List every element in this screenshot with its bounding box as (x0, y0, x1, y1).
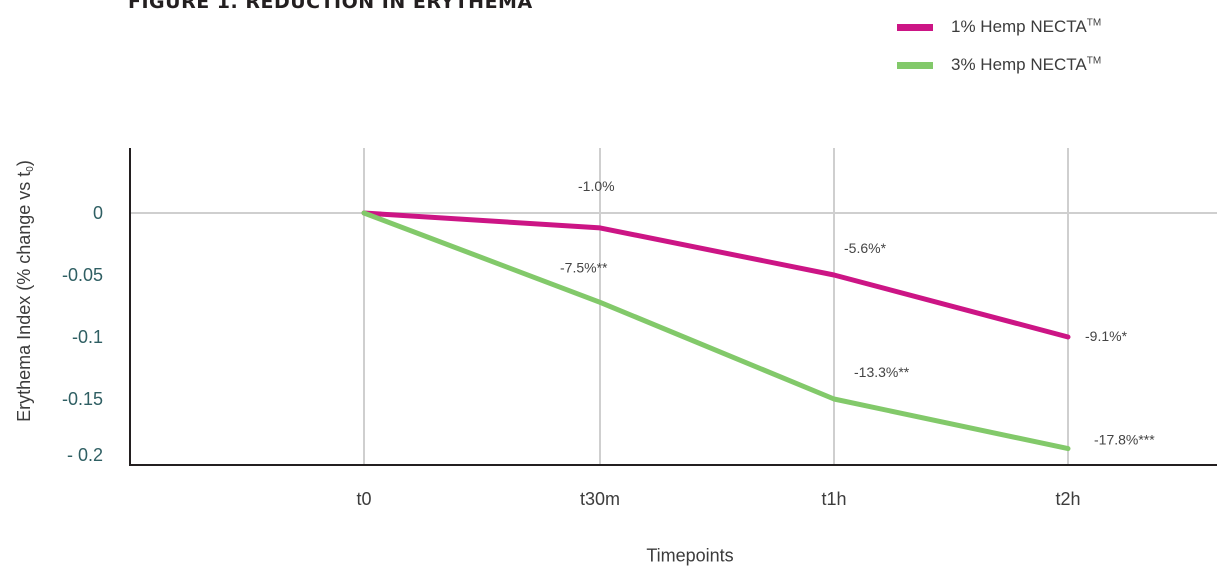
series-line-2 (361, 210, 1071, 452)
data-label-series-1-t1h: -5.6%* (844, 240, 887, 256)
y-tick-label: 0 (93, 203, 103, 223)
data-label-series-2-t2h: -17.8%*** (1094, 432, 1155, 448)
y-tick-label: -0.05 (62, 265, 103, 285)
x-tick-label-t2h: t2h (1055, 489, 1080, 509)
data-label-series-1-t2h: -9.1%* (1085, 328, 1128, 344)
legend-swatch-series-2 (897, 61, 933, 69)
chart-legend: 1% Hemp NECTATM 3% Hemp NECTATM (897, 8, 1101, 84)
chart-title: FIGURE 1. REDUCTION IN ERYTHEMA (128, 0, 533, 13)
x-tick-label-t0: t0 (356, 489, 371, 509)
x-tick-label-t1h: t1h (821, 489, 846, 509)
legend-item-series-2: 3% Hemp NECTATM (897, 46, 1101, 84)
legend-name-series-2: 3% Hemp NECTA (951, 55, 1087, 74)
legend-name-series-1: 1% Hemp NECTA (951, 17, 1087, 36)
x-tick-label-t30m: t30m (580, 489, 620, 509)
legend-trademark-series-2: TM (1086, 55, 1102, 67)
legend-trademark-series-1: TM (1086, 17, 1102, 29)
series-line-1 (361, 210, 1071, 340)
legend-label-series-1: 1% Hemp NECTATM (951, 17, 1101, 37)
data-label-series-2-t30m: -7.5%** (560, 259, 608, 275)
x-axis-label: Timepoints (646, 545, 734, 566)
legend-label-series-2: 3% Hemp NECTATM (951, 55, 1101, 75)
y-tick-label: - 0.2 (67, 445, 103, 465)
data-label-series-1-t30m: -1.0% (578, 178, 615, 194)
data-label-series-2-t1h: -13.3%** (854, 364, 910, 380)
legend-swatch-series-1 (897, 23, 933, 31)
y-tick-label: -0.1 (72, 327, 103, 347)
legend-item-series-1: 1% Hemp NECTATM (897, 8, 1101, 46)
y-tick-label: -0.15 (62, 389, 103, 409)
